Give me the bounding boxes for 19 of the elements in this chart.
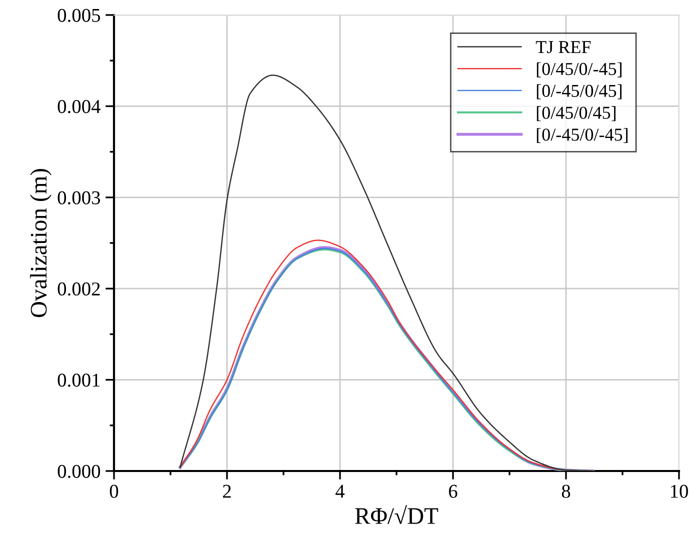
x-axis-title: RΦ/√DT [355,505,438,524]
y-tick-label: 0.005 [58,8,100,22]
y-tick-label: 0.000 [58,464,100,478]
x-tick-label: 8 [562,484,570,498]
x-tick-label: 0 [110,484,118,498]
legend-label: [0/-45/0/45] [536,84,622,100]
y-tick-label: 0.002 [58,282,100,296]
y-tick-label: 0.004 [58,100,100,114]
x-tick-label: 4 [336,484,345,498]
x-tick-label: 6 [448,484,458,498]
y-tick-label: 0.001 [58,374,100,387]
x-tick-label: 10 [670,484,688,498]
legend-label: [0/45/0/-45] [536,62,622,78]
legend-label: [0/45/0/45] [536,106,616,122]
legend-label: [0/-45/0/-45] [536,128,628,144]
y-tick-label: 0.003 [58,191,100,204]
y-axis-title: Ovalization (m) [30,168,52,318]
x-tick-label: 2 [222,484,231,498]
legend-label: TJ REF [536,41,591,54]
